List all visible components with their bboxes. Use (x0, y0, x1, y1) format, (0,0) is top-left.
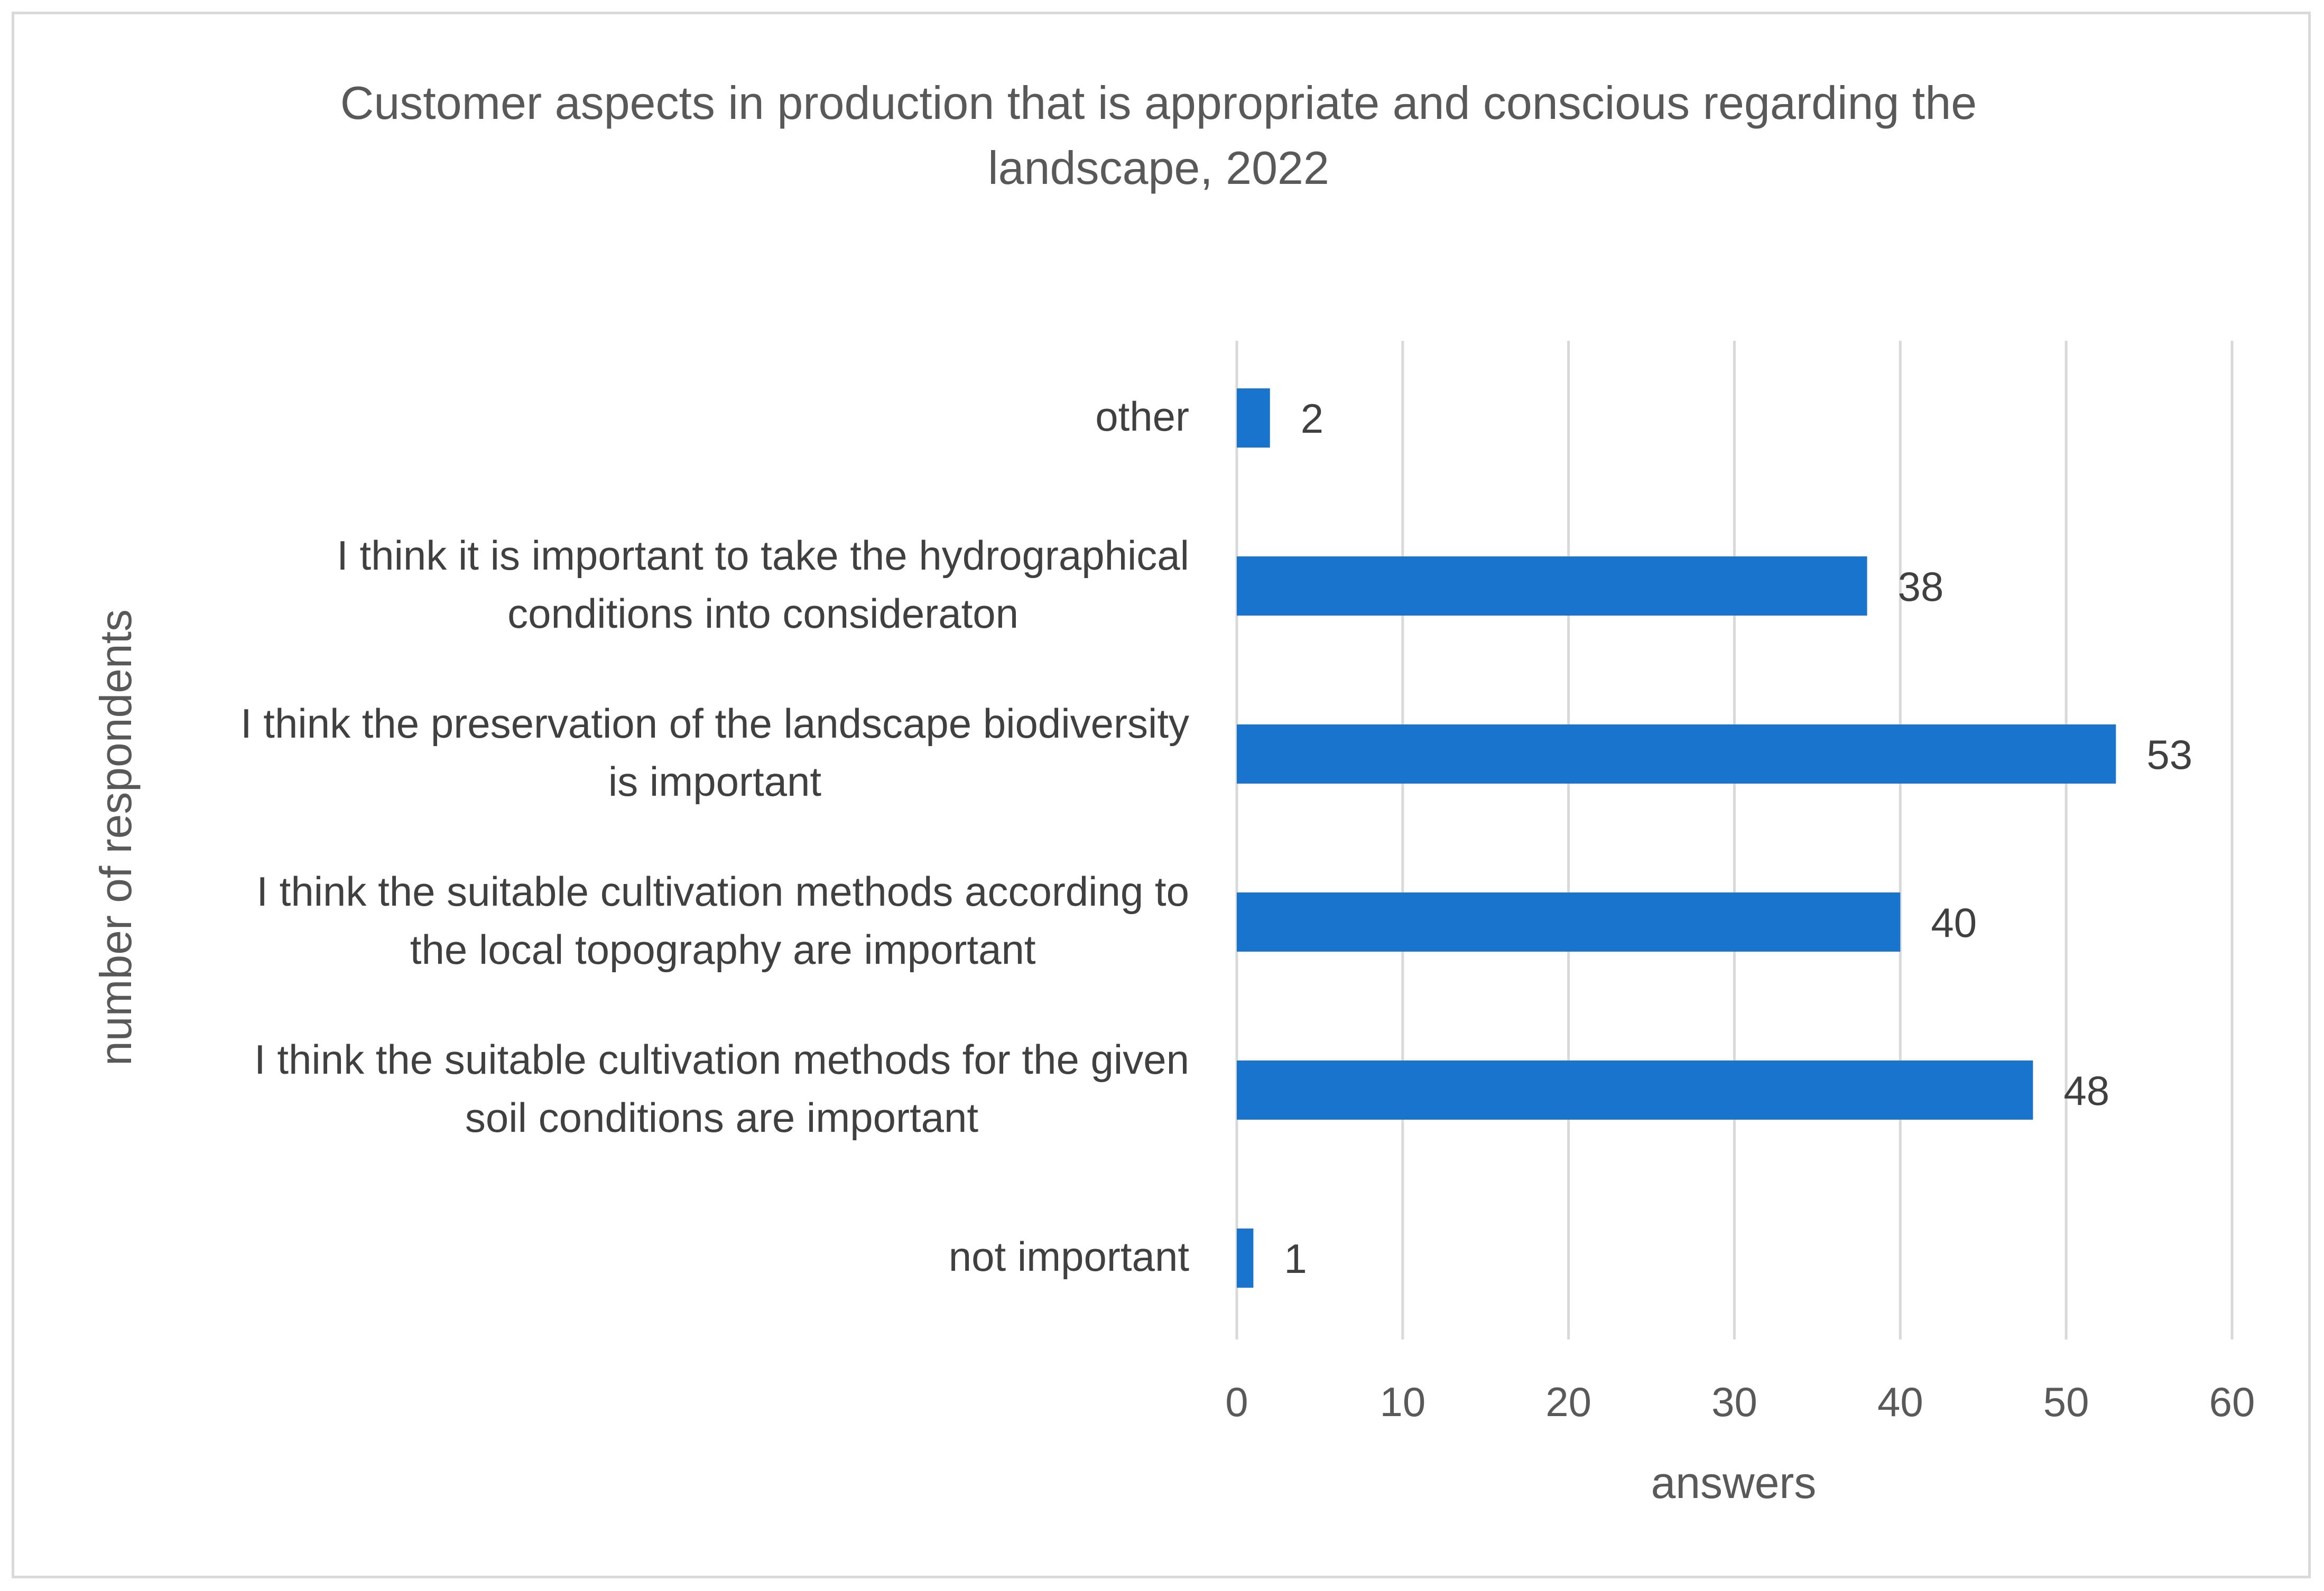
x-tick-label-20: 20 (1545, 1379, 1591, 1425)
x-tick-label-50: 50 (2043, 1379, 2089, 1425)
category-label-1: other (1095, 393, 1189, 440)
gridlines (1235, 341, 2234, 1339)
x-tick-label-10: 10 (1379, 1379, 1425, 1425)
bar-3 (1237, 724, 2116, 784)
x-tick-labels: 0 10 20 30 40 50 60 (1225, 1379, 2255, 1425)
category-label-5: I think the suitable cultivation methods… (254, 1036, 1189, 1141)
x-axis-title: answers (1651, 1458, 1817, 1508)
category-label-3: I think the preservation of the landscap… (240, 700, 1189, 805)
category-label-6: not important (949, 1233, 1190, 1280)
x-tick-label-0: 0 (1225, 1379, 1248, 1425)
category-label-2: I think it is important to take the hydr… (337, 532, 1189, 637)
data-label-2: 38 (1898, 563, 1944, 610)
chart-frame (12, 12, 2311, 1578)
chart-title-line-1: Customer aspects in production that is a… (340, 77, 1977, 129)
bar-1 (1237, 388, 1270, 448)
chart-title-line-2: landscape, 2022 (988, 142, 1329, 194)
data-label-3: 53 (2146, 731, 2192, 778)
bar-5 (1237, 1060, 2033, 1120)
bars (1237, 388, 2116, 1288)
x-tick-label-60: 60 (2209, 1379, 2255, 1425)
x-tick-label-40: 40 (1877, 1379, 1923, 1425)
bar-2 (1237, 556, 1867, 616)
data-labels: 2 38 53 40 48 1 (1284, 395, 2192, 1282)
data-label-6: 1 (1284, 1235, 1307, 1282)
data-label-5: 48 (2063, 1067, 2109, 1114)
chart-title: Customer aspects in production that is a… (340, 77, 1977, 194)
category-label-4: I think the suitable cultivation methods… (256, 868, 1189, 973)
bar-4 (1237, 892, 1901, 952)
bar-6 (1237, 1229, 1254, 1288)
data-label-4: 40 (1931, 899, 1977, 946)
data-label-1: 2 (1301, 395, 1323, 442)
y-axis-title: number of respondents (91, 609, 141, 1066)
x-tick-label-30: 30 (1711, 1379, 1757, 1425)
category-labels: other I think it is important to take the… (240, 393, 1189, 1280)
